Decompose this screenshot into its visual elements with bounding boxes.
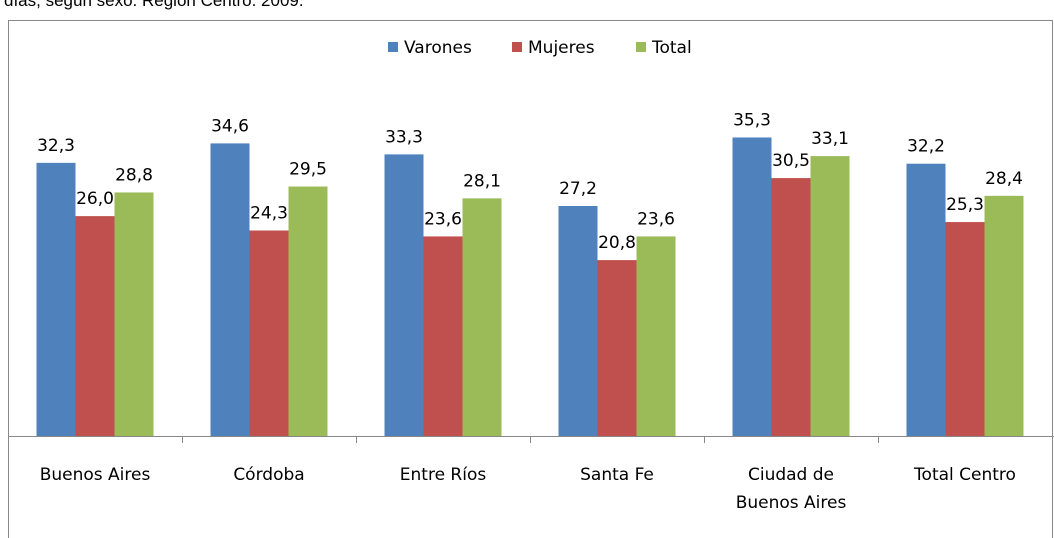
x-tick-label: Buenos Aires xyxy=(39,465,151,485)
value-label: 33,3 xyxy=(385,127,423,147)
chart-title: días, según sexo. Región Centro. 2009. xyxy=(4,0,304,10)
value-label: 27,2 xyxy=(559,179,597,199)
bar xyxy=(771,178,811,436)
x-tick-label: Córdoba xyxy=(233,465,305,485)
bar xyxy=(984,195,1024,436)
x-tick-label: Entre Ríos xyxy=(399,465,487,485)
bar xyxy=(945,222,985,436)
bar xyxy=(636,236,676,436)
value-label: 33,1 xyxy=(811,129,849,149)
x-tick-label: Santa Fe xyxy=(580,465,654,485)
legend-swatch xyxy=(636,42,646,52)
bar xyxy=(249,230,289,436)
legend-label: Mujeres xyxy=(528,38,595,58)
value-label: 28,4 xyxy=(985,169,1023,189)
bar xyxy=(114,192,154,436)
value-label: 28,1 xyxy=(463,171,501,191)
bar xyxy=(732,137,772,436)
value-label: 25,3 xyxy=(946,195,984,215)
bar xyxy=(210,143,250,436)
value-label: 35,3 xyxy=(733,110,771,130)
bar xyxy=(597,260,637,436)
value-label: 24,3 xyxy=(250,204,288,224)
x-tick-label: Total Centro xyxy=(914,465,1016,485)
value-label: 32,2 xyxy=(907,137,945,157)
chart-frame xyxy=(8,20,1053,538)
bar xyxy=(75,216,115,436)
value-label: 29,5 xyxy=(289,160,327,180)
bar xyxy=(384,154,424,436)
legend-swatch xyxy=(512,42,522,52)
value-label: 30,5 xyxy=(772,151,810,171)
value-label: 23,6 xyxy=(637,209,675,229)
value-label: 32,3 xyxy=(37,136,75,156)
value-label: 23,6 xyxy=(424,209,462,229)
bar xyxy=(36,162,76,436)
bar xyxy=(810,156,850,437)
value-label: 34,6 xyxy=(211,116,249,136)
legend-label: Varones xyxy=(404,38,472,58)
value-label: 20,8 xyxy=(598,233,636,253)
x-tick-label: Ciudad de Buenos Aires xyxy=(735,465,847,513)
bar xyxy=(906,163,946,436)
bar xyxy=(558,205,598,436)
legend-swatch xyxy=(388,42,398,52)
bar xyxy=(462,198,502,436)
bar xyxy=(288,186,328,436)
value-label: 28,8 xyxy=(115,165,153,185)
bar xyxy=(423,236,463,436)
value-label: 26,0 xyxy=(76,189,114,209)
legend-label: Total xyxy=(651,38,692,58)
